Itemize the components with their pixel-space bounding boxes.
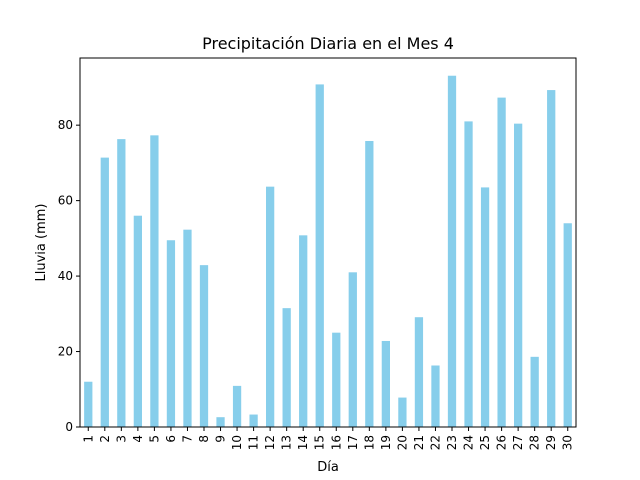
bar-day-30 bbox=[563, 223, 572, 427]
bar-day-15 bbox=[315, 84, 324, 427]
x-tick-label: 22 bbox=[428, 435, 442, 450]
bars-group bbox=[84, 75, 572, 428]
x-tick-label: 15 bbox=[313, 435, 327, 450]
x-tick-label: 2 bbox=[98, 435, 112, 443]
x-tick-label: 26 bbox=[495, 435, 509, 450]
x-tick-label: 14 bbox=[296, 435, 310, 450]
x-tick-label: 20 bbox=[395, 435, 409, 450]
x-tick-label: 27 bbox=[511, 435, 525, 450]
y-tick-label: 60 bbox=[58, 194, 73, 208]
x-tick-label: 24 bbox=[462, 435, 476, 450]
chart-title: Precipitación Diaria en el Mes 4 bbox=[202, 34, 454, 53]
x-tick-label: 28 bbox=[528, 435, 542, 450]
bar-day-3 bbox=[117, 139, 126, 427]
x-tick-label: 9 bbox=[214, 435, 228, 443]
bar-day-29 bbox=[547, 90, 556, 427]
bar-day-10 bbox=[232, 385, 242, 427]
bar-day-24 bbox=[464, 121, 473, 427]
bar-day-13 bbox=[282, 308, 291, 427]
x-tick-label: 13 bbox=[280, 435, 294, 450]
bar-day-12 bbox=[266, 186, 275, 427]
x-tick-label: 10 bbox=[230, 435, 244, 450]
x-tick-label: 1 bbox=[81, 435, 95, 443]
x-tick-label: 21 bbox=[412, 435, 426, 450]
bar-day-19 bbox=[381, 340, 390, 427]
x-tick-label: 4 bbox=[131, 435, 145, 443]
bar-day-8 bbox=[199, 265, 209, 427]
bar-day-16 bbox=[332, 332, 341, 427]
y-tick-label: 40 bbox=[58, 269, 73, 283]
x-tick-label: 29 bbox=[544, 435, 558, 450]
bar-day-6 bbox=[166, 240, 176, 427]
x-tick-label: 6 bbox=[164, 435, 178, 443]
x-tick-label: 5 bbox=[147, 435, 161, 443]
x-tick-label: 12 bbox=[263, 435, 277, 450]
bar-day-9 bbox=[216, 417, 225, 427]
bar-day-28 bbox=[530, 356, 539, 427]
bar-day-5 bbox=[150, 135, 159, 427]
bar-day-18 bbox=[365, 141, 374, 427]
x-tick-label: 3 bbox=[114, 435, 128, 443]
bar-day-25 bbox=[480, 187, 490, 427]
bar-day-11 bbox=[249, 414, 258, 427]
y-tick-label: 20 bbox=[58, 345, 73, 359]
x-axis: 1 2 3 4 5 6 7 8 9 10 11 12 13 14 15 16 17 18 19 20 21 22 23 24 2… bbox=[81, 427, 575, 450]
bar-day-1 bbox=[84, 381, 93, 427]
x-tick-label: 19 bbox=[379, 435, 393, 450]
bar-day-26 bbox=[497, 97, 506, 427]
x-axis-label: Día bbox=[317, 460, 339, 475]
bar-day-4 bbox=[133, 215, 142, 427]
bar-day-22 bbox=[431, 365, 440, 427]
x-tick-label: 18 bbox=[362, 435, 376, 450]
x-tick-label: 16 bbox=[329, 435, 343, 450]
y-axis-label: Lluvia (mm) bbox=[34, 204, 49, 282]
x-tick-label: 30 bbox=[561, 435, 575, 450]
x-tick-label: 17 bbox=[346, 435, 360, 450]
bar-day-2 bbox=[100, 157, 109, 427]
x-tick-label: 7 bbox=[180, 435, 194, 443]
bar-day-23 bbox=[447, 75, 457, 428]
x-tick-label: 11 bbox=[247, 435, 261, 450]
y-axis: 0 20 40 60 80 bbox=[58, 118, 80, 434]
x-tick-label: 23 bbox=[445, 435, 459, 450]
bar-day-14 bbox=[299, 235, 308, 427]
x-tick-label: 25 bbox=[478, 435, 492, 450]
y-tick-label: 0 bbox=[65, 420, 73, 434]
x-tick-label: 8 bbox=[197, 435, 211, 443]
plot-frame bbox=[79, 57, 577, 428]
y-tick-label: 80 bbox=[58, 118, 73, 132]
bar-day-7 bbox=[183, 229, 192, 427]
bar-day-21 bbox=[414, 317, 424, 427]
bar-day-27 bbox=[514, 123, 523, 428]
bar-day-20 bbox=[398, 397, 407, 427]
bar-day-17 bbox=[348, 272, 357, 427]
